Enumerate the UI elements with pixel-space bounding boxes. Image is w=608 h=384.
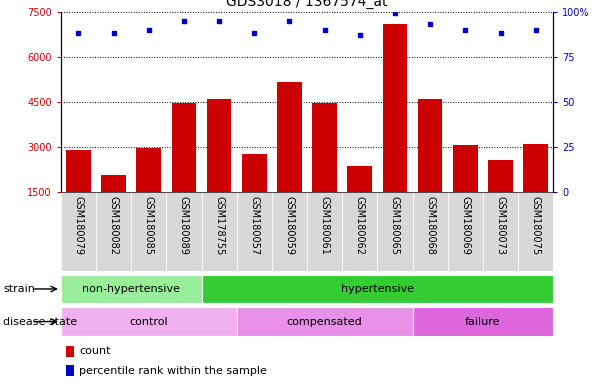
Bar xyxy=(378,192,413,271)
Text: failure: failure xyxy=(465,316,500,327)
Bar xyxy=(307,192,342,271)
Text: compensated: compensated xyxy=(287,316,362,327)
Text: GSM180075: GSM180075 xyxy=(531,196,541,255)
Text: GSM178755: GSM178755 xyxy=(214,196,224,255)
Text: percentile rank within the sample: percentile rank within the sample xyxy=(79,366,267,376)
Title: GDS3018 / 1367574_at: GDS3018 / 1367574_at xyxy=(226,0,388,9)
Bar xyxy=(167,192,201,271)
Bar xyxy=(237,192,272,271)
Text: GSM180085: GSM180085 xyxy=(143,196,154,255)
Bar xyxy=(66,150,91,192)
Bar xyxy=(453,146,478,192)
Bar xyxy=(277,82,302,192)
Bar xyxy=(61,192,96,271)
Bar xyxy=(61,275,201,303)
Bar xyxy=(66,365,74,376)
Bar xyxy=(242,154,266,192)
Text: count: count xyxy=(79,346,111,356)
Bar xyxy=(102,175,126,192)
Text: GSM180057: GSM180057 xyxy=(249,196,259,255)
Bar xyxy=(413,192,447,271)
Text: non-hypertensive: non-hypertensive xyxy=(82,284,180,294)
Bar xyxy=(136,148,161,192)
Text: GSM180079: GSM180079 xyxy=(74,196,83,255)
Bar xyxy=(488,161,513,192)
Text: GSM180061: GSM180061 xyxy=(320,196,330,255)
Text: disease state: disease state xyxy=(3,316,77,327)
Bar xyxy=(518,192,553,271)
Bar xyxy=(272,192,307,271)
Bar xyxy=(447,192,483,271)
Bar xyxy=(201,275,553,303)
Text: control: control xyxy=(130,316,168,327)
Text: GSM180065: GSM180065 xyxy=(390,196,400,255)
Text: GSM180069: GSM180069 xyxy=(460,196,471,255)
Text: GSM180062: GSM180062 xyxy=(355,196,365,255)
Bar xyxy=(483,192,518,271)
Bar xyxy=(342,192,378,271)
Bar xyxy=(61,307,237,336)
Bar xyxy=(418,99,443,192)
Bar xyxy=(66,346,74,357)
Text: GSM180068: GSM180068 xyxy=(425,196,435,255)
Bar xyxy=(131,192,167,271)
Bar xyxy=(207,99,232,192)
Bar xyxy=(201,192,237,271)
Bar xyxy=(348,166,372,192)
Text: GSM180073: GSM180073 xyxy=(496,196,505,255)
Bar xyxy=(313,103,337,192)
Bar xyxy=(171,103,196,192)
Text: GSM180059: GSM180059 xyxy=(285,196,294,255)
Bar xyxy=(237,307,413,336)
Text: strain: strain xyxy=(3,284,35,294)
Text: GSM180089: GSM180089 xyxy=(179,196,189,255)
Bar xyxy=(96,192,131,271)
Bar xyxy=(523,144,548,192)
Bar xyxy=(413,307,553,336)
Text: GSM180082: GSM180082 xyxy=(109,196,119,255)
Bar xyxy=(382,23,407,192)
Text: hypertensive: hypertensive xyxy=(341,284,414,294)
